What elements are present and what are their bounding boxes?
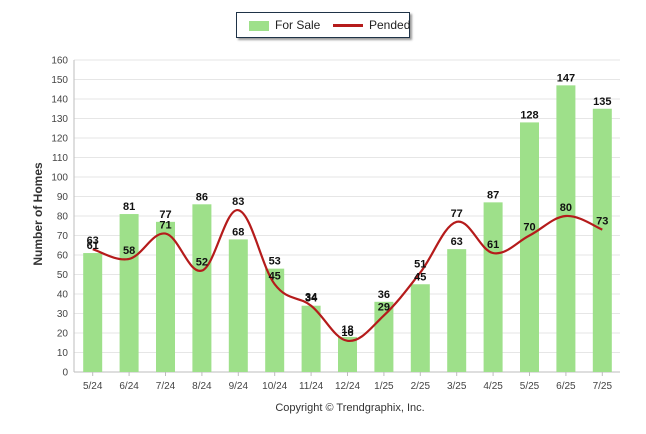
data-label-pended: 16: [341, 327, 353, 339]
data-label-for-sale: 36: [378, 289, 390, 301]
data-label-for-sale: 135: [593, 96, 611, 108]
x-tick-label: 7/25: [593, 381, 613, 392]
copyright-text: Copyright © Trendgraphix, Inc.: [275, 402, 425, 414]
y-tick-label: 110: [52, 153, 68, 164]
y-tick-label: 70: [57, 231, 69, 242]
x-tick-label: 5/24: [83, 381, 103, 392]
bar-for-sale: [192, 204, 212, 372]
data-label-pended: 73: [596, 216, 608, 228]
y-tick-label: 20: [57, 329, 69, 340]
legend-swatch-pended: [333, 24, 363, 27]
y-tick-label: 90: [57, 192, 69, 203]
y-tick-label: 10: [57, 348, 69, 359]
bar-for-sale: [447, 249, 467, 372]
data-label-for-sale: 18: [341, 324, 353, 336]
legend-swatch-for-sale: [249, 21, 269, 31]
y-tick-label: 0: [62, 368, 68, 379]
bar-for-sale: [410, 284, 430, 372]
x-tick-label: 1/25: [374, 381, 394, 392]
legend: For Sale Pended: [236, 12, 410, 38]
y-tick-label: 80: [57, 212, 69, 223]
bar-for-sale: [156, 221, 175, 372]
data-label-for-sale: 128: [520, 109, 538, 121]
data-label-pended: 29: [378, 301, 390, 313]
data-label-for-sale: 77: [159, 209, 171, 221]
bar-for-sale: [556, 85, 576, 372]
legend-label-for-sale: For Sale: [275, 18, 321, 32]
x-tick-label: 6/24: [119, 381, 139, 392]
y-tick-label: 30: [57, 309, 69, 320]
x-tick-label: 8/24: [192, 381, 212, 392]
data-label-pended: 77: [451, 208, 463, 220]
data-label-for-sale: 147: [557, 72, 575, 84]
data-label-pended: 80: [560, 202, 572, 214]
x-tick-label: 7/24: [156, 381, 176, 392]
y-tick-label: 130: [51, 114, 68, 125]
y-tick-label: 40: [57, 290, 69, 301]
data-label-for-sale: 87: [487, 189, 499, 201]
x-tick-label: 12/24: [335, 381, 360, 392]
x-tick-label: 9/24: [229, 381, 249, 392]
data-label-for-sale: 45: [414, 271, 426, 283]
y-axis-title: Number of Homes: [31, 162, 45, 266]
data-label-pended: 71: [159, 220, 171, 232]
y-tick-label: 50: [57, 270, 69, 281]
bar-for-sale: [83, 253, 103, 372]
data-label-for-sale: 81: [123, 201, 135, 213]
data-labels: 61 81 77 86 68 53 34 18 36 45 63 87 128 147 135 63 58 71 5…: [87, 72, 612, 338]
legend-label-pended: Pended: [369, 18, 411, 32]
bar-for-sale: [520, 122, 539, 373]
x-tick-labels: 5/24 6/24 7/24 8/24 9/24 10/24 11/24 12/24 1/25 2…: [83, 372, 613, 392]
data-label-for-sale: 53: [269, 256, 281, 268]
x-tick-label: 5/25: [520, 381, 540, 392]
bar-for-sale: [483, 202, 503, 372]
y-tick-label: 60: [57, 251, 69, 262]
bar-for-sale: [592, 108, 612, 372]
x-tick-label: 6/25: [556, 381, 576, 392]
y-tick-labels: 0 10 20 30 40 50 60 70 80 90 100 110 120 130 140 150 160: [51, 56, 68, 379]
x-tick-label: 4/25: [483, 381, 503, 392]
data-label-for-sale: 63: [451, 236, 463, 248]
data-label-pended: 51: [414, 259, 426, 271]
bar-for-sale: [119, 214, 139, 372]
data-label-pended: 83: [232, 196, 244, 208]
x-tick-label: 11/24: [299, 381, 324, 392]
y-tick-label: 120: [51, 134, 68, 145]
x-tick-label: 10/24: [262, 381, 287, 392]
bar-for-sale: [228, 239, 248, 372]
data-label-pended: 58: [123, 245, 135, 257]
x-tick-label: 2/25: [411, 381, 431, 392]
data-label-pended: 45: [269, 270, 281, 282]
data-label-for-sale: 34: [305, 293, 318, 305]
data-label-pended: 61: [487, 239, 499, 251]
bar-for-sale: [338, 336, 357, 372]
data-label-pended: 34: [305, 292, 318, 304]
y-tick-label: 150: [51, 75, 68, 86]
x-tick-label: 3/25: [447, 381, 467, 392]
y-tick-label: 160: [51, 56, 68, 67]
data-label-for-sale: 68: [232, 226, 244, 238]
line-pended: [92, 209, 603, 342]
y-tick-label: 140: [51, 95, 68, 106]
y-tick-label: 100: [51, 173, 68, 184]
data-label-for-sale: 61: [87, 240, 99, 252]
line-series: [92, 209, 603, 342]
data-label-for-sale: 86: [196, 191, 208, 203]
bar-for-sale: [301, 305, 321, 372]
bar-for-sale: [265, 268, 285, 372]
data-label-pended: 52: [196, 257, 208, 269]
data-label-pended: 70: [523, 222, 535, 234]
data-label-pended: 63: [87, 235, 99, 247]
bar-series: [83, 85, 612, 373]
